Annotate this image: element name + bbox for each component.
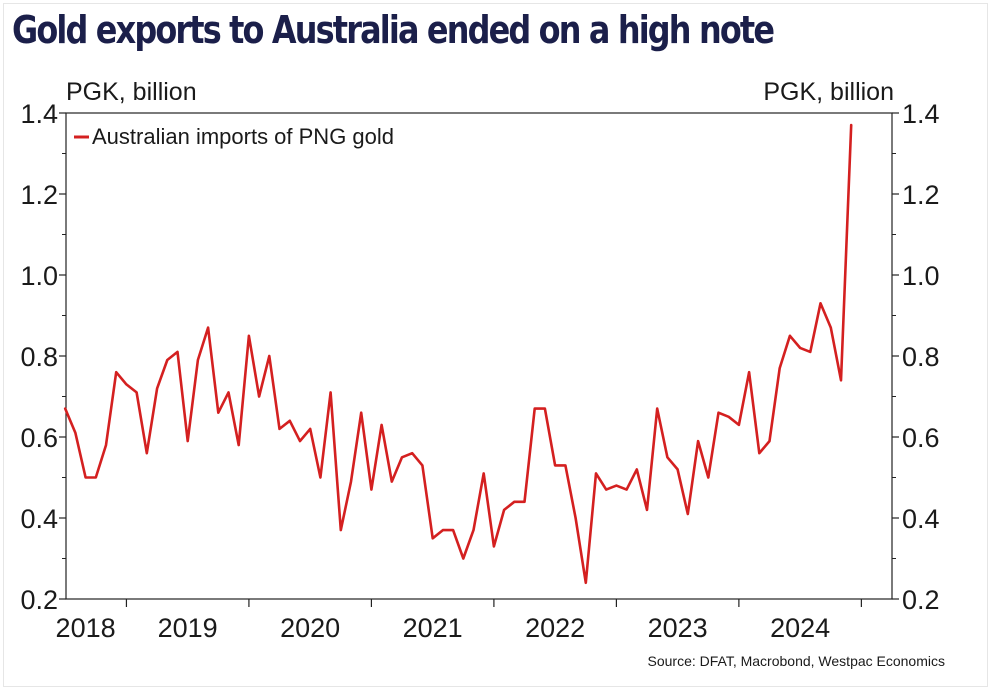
y-tick-label-right: 0.4: [902, 504, 940, 534]
y-tick-label-left: 1.0: [20, 261, 58, 291]
x-tick-label: 2019: [158, 613, 218, 643]
y-tick-label-right: 1.4: [902, 99, 940, 129]
x-tick-label: 2020: [280, 613, 340, 643]
y-tick-label-right: 0.2: [902, 585, 940, 615]
series-line: [63, 123, 853, 585]
y-tick-label-right: 0.8: [902, 342, 940, 372]
y-tick-label-right: 0.6: [902, 423, 940, 453]
x-tick-label: 2022: [525, 613, 585, 643]
legend-label: Australian imports of PNG gold: [92, 124, 394, 149]
x-tick-label: 2023: [648, 613, 708, 643]
y-tick-label-left: 0.2: [20, 585, 58, 615]
y-tick-label-left: 1.2: [20, 180, 58, 210]
y-tick-label-right: 1.2: [902, 180, 940, 210]
legend: Australian imports of PNG gold: [74, 124, 394, 149]
y-tick-label-left: 0.4: [20, 504, 58, 534]
x-tick-label: 2018: [56, 613, 116, 643]
y-tick-label-right: 1.0: [902, 261, 940, 291]
chart-title: Gold exports to Australia ended on a hig…: [12, 8, 775, 52]
left-axis-unit: PGK, billion: [66, 78, 197, 106]
plot-area: [65, 112, 893, 600]
y-tick-label-left: 0.6: [20, 423, 58, 453]
x-tick-label: 2021: [403, 613, 463, 643]
source-note: Source: DFAT, Macrobond, Westpac Economi…: [648, 653, 946, 669]
chart-frame: [3, 3, 988, 687]
x-tick-label: 2024: [770, 613, 830, 643]
right-axis-unit: PGK, billion: [763, 78, 894, 106]
y-tick-label-left: 1.4: [20, 99, 58, 129]
y-tick-label-left: 0.8: [20, 342, 58, 372]
